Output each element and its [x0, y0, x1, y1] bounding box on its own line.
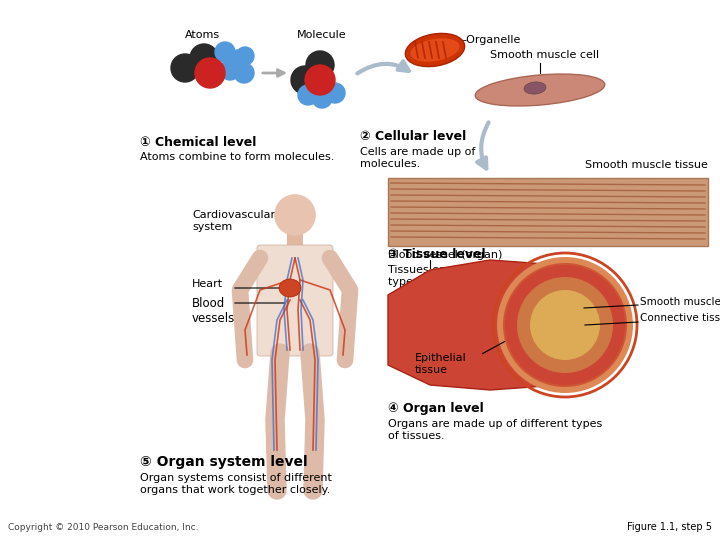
Circle shape [298, 85, 318, 105]
Text: Organs are made up of different types
of tissues.: Organs are made up of different types of… [388, 419, 602, 441]
Circle shape [312, 88, 332, 108]
Text: Smooth muscle tissue: Smooth muscle tissue [585, 160, 708, 170]
Ellipse shape [524, 82, 546, 94]
FancyBboxPatch shape [257, 245, 333, 356]
Text: Organ systems consist of different
organs that work together closely.: Organ systems consist of different organ… [140, 473, 332, 495]
Text: Atoms combine to form molecules.: Atoms combine to form molecules. [140, 152, 334, 162]
Text: Smooth muscle cell: Smooth muscle cell [490, 50, 599, 60]
Circle shape [306, 51, 334, 79]
Ellipse shape [475, 74, 605, 106]
Text: ③ Tissue level: ③ Tissue level [388, 248, 485, 261]
Text: Epithelial
tissue: Epithelial tissue [415, 353, 467, 375]
Text: ① Chemical level: ① Chemical level [140, 136, 256, 149]
Text: —Organelle: —Organelle [455, 35, 521, 45]
Circle shape [236, 47, 254, 65]
Circle shape [171, 54, 199, 82]
Text: Figure 1.1, step 5: Figure 1.1, step 5 [627, 522, 712, 532]
Text: Smooth muscle tissue: Smooth muscle tissue [640, 297, 720, 307]
Text: Blood
vessels: Blood vessels [192, 297, 235, 325]
Text: Connective tissue: Connective tissue [640, 313, 720, 323]
Circle shape [190, 44, 218, 72]
Ellipse shape [279, 279, 301, 297]
Circle shape [503, 263, 627, 387]
Circle shape [234, 63, 254, 83]
Circle shape [497, 257, 633, 393]
Circle shape [291, 66, 319, 94]
Circle shape [505, 265, 625, 385]
Bar [287, 233, 303, 248]
Bar [388, 178, 708, 246]
Circle shape [530, 290, 600, 360]
Ellipse shape [410, 38, 459, 62]
Text: Blood vessel (organ): Blood vessel (organ) [388, 250, 503, 260]
Circle shape [325, 83, 345, 103]
Circle shape [195, 58, 225, 88]
Text: Tissues consist of similar
types of cells.: Tissues consist of similar types of cell… [388, 265, 526, 287]
Text: Molecule: Molecule [297, 30, 346, 40]
Circle shape [220, 60, 240, 80]
Text: Atoms: Atoms [185, 30, 220, 40]
Circle shape [275, 195, 315, 235]
Text: ⑤ Organ system level: ⑤ Organ system level [140, 455, 307, 469]
Text: ④ Organ level: ④ Organ level [388, 402, 484, 415]
Text: Cardiovascular
system: Cardiovascular system [192, 210, 275, 232]
Text: Copyright © 2010 Pearson Education, Inc.: Copyright © 2010 Pearson Education, Inc. [8, 523, 199, 532]
Circle shape [228, 50, 248, 70]
Circle shape [215, 42, 235, 62]
Circle shape [275, 195, 315, 235]
Ellipse shape [405, 33, 464, 66]
Polygon shape [388, 260, 590, 390]
Circle shape [305, 65, 335, 95]
Text: Heart: Heart [192, 279, 223, 289]
Text: Cells are made up of
molecules.: Cells are made up of molecules. [360, 147, 475, 168]
Circle shape [517, 277, 613, 373]
Text: ② Cellular level: ② Cellular level [360, 130, 467, 143]
